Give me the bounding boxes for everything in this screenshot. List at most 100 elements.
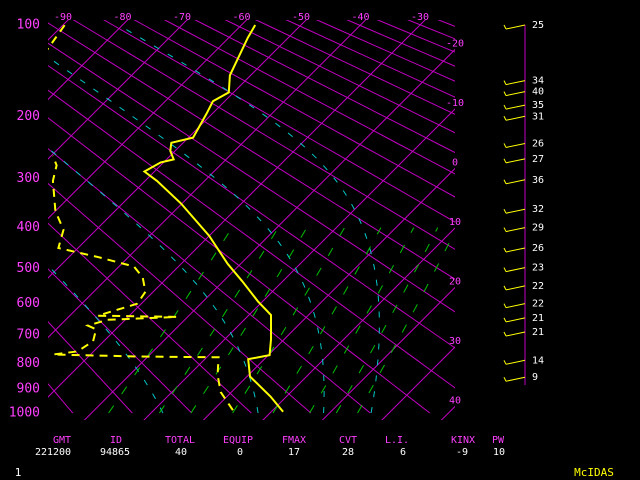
dry-adiabat: [48, 42, 455, 313]
dry-adiabat: [163, 20, 455, 175]
table-header: PW: [492, 435, 505, 446]
wind-speed-label: 26: [532, 138, 544, 149]
wind-speed-label: 32: [532, 204, 544, 215]
wind-speed-label: 14: [532, 355, 544, 366]
table-header: FMAX: [282, 435, 306, 446]
mixing-ratio-line: [357, 230, 455, 414]
right-tick-label: 20: [449, 277, 461, 288]
y-tick-label: 500: [17, 261, 40, 276]
wind-barb: [503, 247, 526, 253]
dry-adiabat: [48, 222, 252, 414]
wind-speed-label: 29: [532, 223, 544, 234]
wind-speed-label: 36: [532, 175, 544, 186]
label-layer: -90 -80 -70 -60 -50 -40 -30 -20 -10 0 10 20 30 40 100 2…: [9, 12, 464, 421]
y-tick-label: 700: [17, 327, 40, 342]
right-tick-label: -20: [446, 39, 464, 50]
dry-adiabat: [48, 268, 193, 414]
y-tick-label: 900: [17, 382, 40, 397]
wind-speed-label: 31: [532, 111, 544, 122]
wind-barb: [503, 267, 526, 273]
table-value: 94865: [100, 447, 130, 458]
wind-speed-label: 22: [532, 281, 544, 292]
wind-speed-label: 34: [532, 76, 544, 87]
wind-barb: [503, 179, 526, 185]
mixing-ratio-line: [108, 227, 233, 414]
table-header: KINX: [451, 435, 475, 446]
mixing-ratio-line: [232, 227, 345, 414]
table-header: GMT: [53, 435, 71, 446]
dry-adiabat: [48, 117, 431, 414]
wind-barb: [503, 24, 526, 30]
isotherm: [262, 227, 455, 420]
wind-barb: [503, 115, 526, 121]
mixing-ratio-line: [190, 227, 308, 414]
wind-barb: [503, 376, 526, 382]
y-tick-label: 200: [17, 109, 40, 124]
wind-barb: [503, 91, 526, 97]
isotherm: [381, 346, 455, 420]
table-value: 17: [288, 447, 300, 458]
wind-speed-label: 40: [532, 87, 544, 98]
isotherm: [83, 48, 455, 420]
wind-speed-label: 27: [532, 154, 544, 165]
wind-barb: [503, 285, 526, 291]
wind-barb: [503, 142, 526, 148]
x-tick-label: -40: [351, 12, 369, 23]
isotherm: [48, 20, 129, 101]
isotherm: [48, 20, 367, 339]
dry-adiabat: [48, 64, 455, 349]
table-header: L.I.: [385, 435, 409, 446]
wind-barb: [503, 317, 526, 323]
x-tick-label: -90: [54, 12, 72, 23]
table-header: TOTAL: [165, 435, 195, 446]
isotherm: [48, 20, 248, 220]
table-header: CVT: [339, 435, 357, 446]
x-tick-label: -50: [292, 12, 310, 23]
dry-adiabat: [133, 20, 455, 198]
table-value: 6: [400, 447, 406, 458]
isotherm: [48, 20, 188, 160]
wind-barb: [503, 104, 526, 110]
wind-barb: [503, 158, 526, 164]
wind-barb: [503, 303, 526, 309]
wind-speed-label: 21: [532, 327, 544, 338]
right-tick-label: -10: [446, 98, 464, 109]
y-tick-label: 300: [17, 171, 40, 186]
moist-adiabat: [48, 56, 325, 414]
y-tick-label: 600: [17, 296, 40, 311]
table-value: -9: [456, 447, 468, 458]
wind-barb: [503, 359, 526, 365]
mixing-ratio-line: [158, 227, 279, 414]
isotherm: [48, 20, 307, 279]
table-header: ID: [110, 435, 122, 446]
wind-speed-label: 9: [532, 372, 538, 383]
right-tick-label: 0: [452, 158, 458, 169]
wind-barb: [503, 80, 526, 86]
moist-adiabat: [118, 24, 380, 414]
y-tick-label: 400: [17, 220, 40, 235]
page-number: 1: [15, 466, 22, 479]
wind-barb: [503, 227, 526, 233]
dry-adiabat: [103, 20, 455, 223]
mixing-ratio-line: [272, 227, 382, 414]
dry-adiabat: [48, 22, 455, 280]
y-tick-label: 100: [17, 18, 40, 33]
isotherm: [321, 286, 455, 420]
x-tick-label: -80: [113, 12, 131, 23]
sounding-line: [48, 24, 234, 411]
table-value: 0: [237, 447, 243, 458]
dry-adiabat: [48, 321, 133, 414]
dry-adiabat: [72, 20, 455, 250]
wind-speed-label: 22: [532, 299, 544, 310]
sounding-line: [142, 24, 284, 413]
right-tick-label: 40: [449, 396, 461, 407]
dry-adiabat: [194, 20, 455, 154]
wind-barb: [503, 331, 526, 337]
table-value: 28: [342, 447, 354, 458]
mixing-ratio-line: [309, 227, 415, 414]
table-header: EQUIP: [223, 435, 253, 446]
wind-speed-label: 25: [532, 20, 544, 31]
